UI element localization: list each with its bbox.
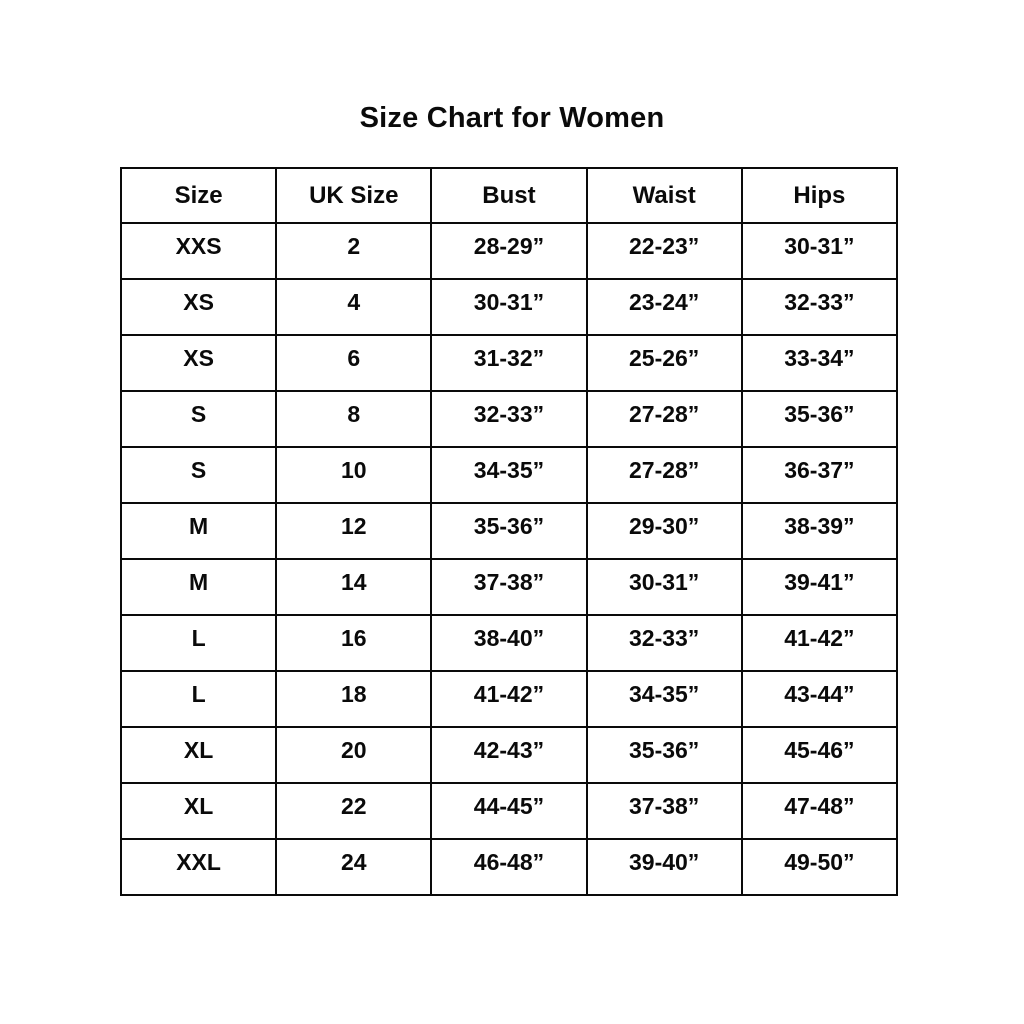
table-cell: XXL [119, 838, 278, 896]
column-header-size: Size [119, 167, 278, 224]
table-cell: 39-40” [585, 838, 743, 896]
table-row: XL 22 44-45” 37-38” 47-48” [119, 782, 899, 840]
table-cell: 27-28” [585, 390, 743, 448]
table-row: S 10 34-35” 27-28” 36-37” [119, 446, 899, 504]
table-cell: 41-42” [740, 614, 899, 672]
page-title: Size Chart for Women [359, 102, 665, 134]
column-header-hips: Hips [740, 167, 899, 224]
table-cell: M [119, 502, 278, 560]
table-cell: S [119, 446, 278, 504]
table-cell: 12 [275, 502, 433, 560]
table-cell: 32-33” [585, 614, 743, 672]
table-cell: XL [119, 726, 278, 784]
table-cell: 33-34” [740, 334, 899, 392]
table-cell: 32-33” [740, 278, 899, 336]
table-row: M 12 35-36” 29-30” 38-39” [119, 502, 899, 560]
table-row: XL 20 42-43” 35-36” 45-46” [119, 726, 899, 784]
table-cell: 25-26” [585, 334, 743, 392]
table-cell: 37-38” [430, 558, 588, 616]
table-row: M 14 37-38” 30-31” 39-41” [119, 558, 899, 616]
table-header: Size UK Size Bust Waist Hips [119, 167, 899, 224]
table-cell: 35-36” [740, 390, 899, 448]
table-cell: L [119, 614, 278, 672]
table-cell: 30-31” [585, 558, 743, 616]
table-cell: 35-36” [430, 502, 588, 560]
table-cell: 47-48” [740, 782, 899, 840]
table-cell: 36-37” [740, 446, 899, 504]
table-cell: 24 [275, 838, 433, 896]
table-cell: 39-41” [740, 558, 899, 616]
table-cell: 35-36” [585, 726, 743, 784]
table-cell: 46-48” [430, 838, 588, 896]
table-cell: 41-42” [430, 670, 588, 728]
table-cell: 37-38” [585, 782, 743, 840]
table-cell: 14 [275, 558, 433, 616]
table-cell: 22 [275, 782, 433, 840]
table-row: XXS 2 28-29” 22-23” 30-31” [119, 222, 899, 280]
table-row: XXL 24 46-48” 39-40” 49-50” [119, 838, 899, 896]
table-cell: XS [119, 278, 278, 336]
table-cell: 30-31” [740, 222, 899, 280]
size-chart-table: Size UK Size Bust Waist Hips XXS 2 28-29” 2… [119, 167, 899, 896]
table-cell: 29-30” [585, 502, 743, 560]
column-header-bust: Bust [430, 167, 588, 224]
table-row: L 16 38-40” 32-33” 41-42” [119, 614, 899, 672]
table-cell: 10 [275, 446, 433, 504]
table-row: XS 4 30-31” 23-24” 32-33” [119, 278, 899, 336]
table-header-row: Size UK Size Bust Waist Hips [119, 167, 899, 224]
table-cell: 22-23” [585, 222, 743, 280]
table-cell: L [119, 670, 278, 728]
table-cell: 23-24” [585, 278, 743, 336]
table-row: XS 6 31-32” 25-26” 33-34” [119, 334, 899, 392]
table-row: S 8 32-33” 27-28” 35-36” [119, 390, 899, 448]
table-cell: 18 [275, 670, 433, 728]
table-cell: 34-35” [430, 446, 588, 504]
table-cell: 31-32” [430, 334, 588, 392]
table-cell: 30-31” [430, 278, 588, 336]
table-cell: 49-50” [740, 838, 899, 896]
table-cell: S [119, 390, 278, 448]
table-cell: XS [119, 334, 278, 392]
table-cell: 28-29” [430, 222, 588, 280]
table-cell: XL [119, 782, 278, 840]
table-cell: 44-45” [430, 782, 588, 840]
table-cell: 34-35” [585, 670, 743, 728]
table-cell: 27-28” [585, 446, 743, 504]
column-header-uk-size: UK Size [275, 167, 433, 224]
table-cell: 20 [275, 726, 433, 784]
table-cell: 38-40” [430, 614, 588, 672]
table-cell: XXS [119, 222, 278, 280]
table-cell: 8 [275, 390, 433, 448]
table-cell: 42-43” [430, 726, 588, 784]
table-cell: 45-46” [740, 726, 899, 784]
table-row: L 18 41-42” 34-35” 43-44” [119, 670, 899, 728]
table-cell: 6 [275, 334, 433, 392]
table-body: XXS 2 28-29” 22-23” 30-31” XS 4 30-31” 23-24” 32-… [119, 222, 899, 896]
table-cell: 2 [275, 222, 433, 280]
table-cell: M [119, 558, 278, 616]
table-cell: 4 [275, 278, 433, 336]
table-cell: 16 [275, 614, 433, 672]
table-cell: 38-39” [740, 502, 899, 560]
table-cell: 43-44” [740, 670, 899, 728]
table-cell: 32-33” [430, 390, 588, 448]
column-header-waist: Waist [585, 167, 743, 224]
